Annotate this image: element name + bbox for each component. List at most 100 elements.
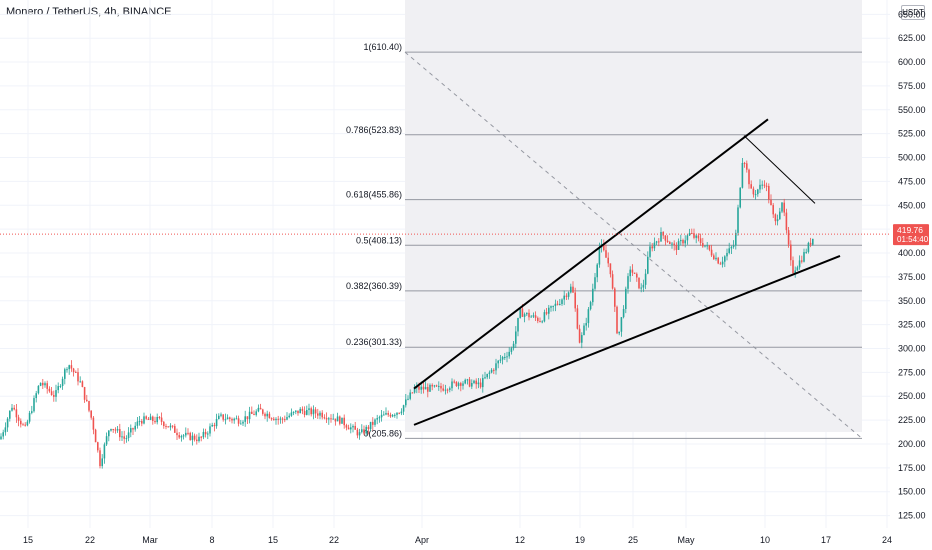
candle-body: [625, 288, 627, 309]
candle-body: [554, 303, 557, 306]
candle-body: [539, 321, 541, 323]
candle-body: [420, 386, 422, 390]
candle-body: [609, 263, 612, 275]
candle-body: [319, 412, 321, 416]
candle-body: [83, 387, 86, 400]
candle-body: [451, 381, 453, 389]
candle-body: [20, 420, 22, 425]
candle-body: [68, 365, 70, 370]
candle-body: [728, 248, 730, 253]
candle-body: [570, 286, 572, 293]
candle-body: [229, 417, 231, 419]
y-tick-label: 250.00: [898, 391, 926, 401]
y-tick-label: 650.00: [898, 9, 926, 19]
candle-body: [497, 360, 499, 364]
candle-body: [136, 421, 139, 426]
candle-body: [468, 379, 471, 387]
candle-body: [268, 413, 271, 419]
candle-body: [490, 369, 493, 373]
candle-body: [603, 243, 605, 251]
candle-body: [629, 269, 631, 277]
candle-body: [163, 421, 165, 426]
candle-body: [53, 395, 55, 397]
candle-body: [704, 245, 706, 247]
candle-body: [165, 425, 167, 427]
candle-body: [647, 256, 649, 274]
candle-body: [708, 245, 711, 250]
x-tick-label: 15: [268, 535, 278, 545]
candle-body: [182, 435, 185, 437]
candle-body: [222, 414, 224, 420]
candle-body: [336, 416, 339, 422]
candle-body: [121, 436, 123, 438]
candle-body: [677, 241, 680, 250]
candle-body: [732, 245, 735, 247]
candle-body: [218, 415, 220, 420]
candle-body: [653, 242, 656, 249]
candle-body: [389, 414, 392, 417]
candle-body: [24, 424, 26, 426]
candle-body: [418, 386, 420, 390]
candle-body: [605, 250, 607, 258]
y-axis: 125.00 150.00 175.00 200.00 225.00 250.00 275.…: [898, 9, 926, 520]
candle-body: [636, 273, 638, 278]
candle-body: [726, 252, 728, 257]
candle-body: [781, 202, 783, 212]
candle-body: [132, 428, 134, 430]
x-tick-label: Mar: [142, 535, 158, 545]
candle-body: [39, 382, 42, 386]
candle-body: [737, 207, 739, 233]
candle-body: [765, 185, 768, 187]
candle-body: [429, 384, 431, 392]
candle-body: [374, 419, 376, 425]
candle-body: [187, 432, 189, 434]
candle-body: [237, 418, 240, 424]
candle-body: [686, 235, 689, 241]
candle-body: [66, 369, 68, 371]
candle-body: [48, 388, 51, 392]
candle-body: [649, 246, 651, 257]
candle-body: [380, 414, 383, 418]
candle-body: [556, 303, 559, 305]
candle-body: [523, 314, 526, 317]
candle-body: [90, 410, 92, 418]
candle-body: [105, 436, 108, 445]
candle-body: [378, 417, 381, 419]
candle-body: [0, 436, 2, 440]
candle-body: [138, 421, 141, 423]
price-tag-box: [893, 224, 929, 246]
candle-body: [746, 163, 748, 170]
candle-body: [152, 416, 154, 421]
candle-body: [189, 432, 191, 441]
candle-body: [303, 410, 306, 415]
candle-body: [510, 348, 513, 352]
candle-body: [407, 398, 409, 400]
candle-body: [794, 270, 796, 274]
candle-body: [279, 418, 282, 420]
candle-body: [55, 390, 57, 397]
candle-body: [614, 288, 616, 307]
x-tick-label: 22: [85, 535, 95, 545]
candle-body: [79, 381, 81, 383]
currency-button[interactable]: USDT: [901, 5, 925, 20]
candle-body: [585, 323, 587, 326]
candle-body: [484, 377, 486, 379]
candle-body: [550, 306, 552, 308]
candle-body: [543, 312, 546, 322]
candle-body: [15, 409, 18, 418]
candle-body: [185, 432, 187, 436]
y-tick-label: 325.00: [898, 320, 926, 330]
candle-body: [532, 315, 535, 317]
candle-body: [350, 427, 352, 430]
x-tick-label: May: [677, 535, 695, 545]
candle-body: [143, 416, 145, 424]
candle-body: [462, 383, 464, 386]
candle-body: [528, 312, 530, 318]
candle-body: [180, 435, 183, 438]
y-tick-label: 125.00: [898, 511, 926, 521]
candle-body: [638, 277, 640, 289]
candle-body: [506, 356, 508, 358]
candle-body: [149, 416, 152, 420]
candle-body: [200, 436, 202, 438]
